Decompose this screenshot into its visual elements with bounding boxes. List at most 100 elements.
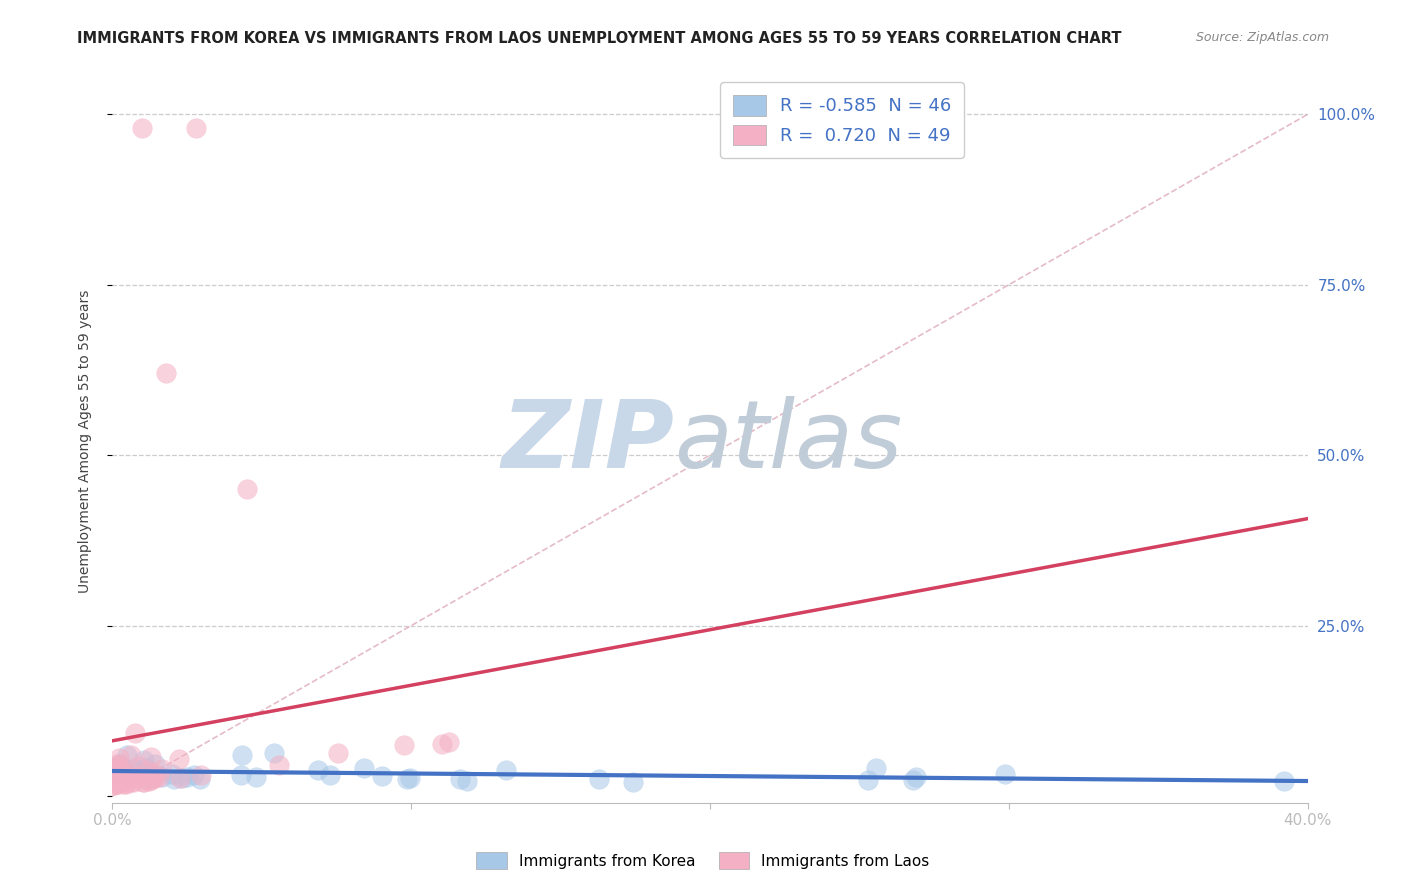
Point xyxy=(269,757,291,772)
Point xyxy=(392,738,415,752)
Point xyxy=(120,763,142,777)
Point xyxy=(105,765,128,780)
Point xyxy=(104,778,127,792)
Point xyxy=(190,768,212,782)
Point xyxy=(139,749,162,764)
Point xyxy=(904,770,927,784)
Point xyxy=(131,120,153,135)
Text: ZIP: ZIP xyxy=(502,395,675,488)
Point xyxy=(104,764,127,779)
Point xyxy=(139,768,162,782)
Point xyxy=(162,772,184,787)
Point xyxy=(118,766,141,780)
Point xyxy=(139,772,162,787)
Point xyxy=(135,763,157,777)
Point xyxy=(115,748,138,763)
Point xyxy=(495,763,517,777)
Point xyxy=(439,735,461,749)
Point xyxy=(456,773,478,788)
Point xyxy=(108,766,131,780)
Point xyxy=(160,767,183,781)
Point xyxy=(170,771,193,785)
Point xyxy=(105,764,128,778)
Point xyxy=(138,774,160,789)
Point xyxy=(150,770,173,784)
Point xyxy=(132,775,155,789)
Point xyxy=(108,756,131,771)
Point xyxy=(245,770,267,784)
Point xyxy=(188,772,211,786)
Point xyxy=(236,482,259,496)
Point xyxy=(430,737,453,751)
Text: atlas: atlas xyxy=(675,396,903,487)
Legend: Immigrants from Korea, Immigrants from Laos: Immigrants from Korea, Immigrants from L… xyxy=(470,846,936,875)
Point xyxy=(104,775,127,789)
Point xyxy=(148,770,170,784)
Point xyxy=(105,762,128,776)
Point xyxy=(319,768,342,782)
Point xyxy=(231,768,253,782)
Point xyxy=(131,775,153,789)
Point xyxy=(120,747,142,762)
Legend: R = -0.585  N = 46, R =  0.720  N = 49: R = -0.585 N = 46, R = 0.720 N = 49 xyxy=(720,82,965,158)
Point xyxy=(1272,774,1295,789)
Point xyxy=(169,752,191,766)
Point xyxy=(449,772,471,786)
Point xyxy=(176,770,198,784)
Point xyxy=(143,756,166,771)
Point xyxy=(150,762,173,776)
Point xyxy=(588,772,610,786)
Point xyxy=(139,768,162,782)
Point xyxy=(183,768,205,782)
Point xyxy=(132,753,155,767)
Point xyxy=(621,775,644,789)
Point xyxy=(326,746,349,760)
Y-axis label: Unemployment Among Ages 55 to 59 years: Unemployment Among Ages 55 to 59 years xyxy=(77,290,91,593)
Point xyxy=(307,763,329,777)
Point xyxy=(107,751,129,765)
Point xyxy=(117,772,139,787)
Point xyxy=(994,767,1017,781)
Point xyxy=(231,747,253,762)
Point xyxy=(107,757,129,772)
Point xyxy=(865,761,887,775)
Point xyxy=(901,772,924,787)
Point xyxy=(399,771,422,785)
Point xyxy=(114,776,136,790)
Point xyxy=(143,768,166,782)
Point xyxy=(104,760,127,774)
Point xyxy=(124,774,146,789)
Point xyxy=(120,775,142,789)
Point xyxy=(104,764,127,778)
Point xyxy=(105,777,128,791)
Point xyxy=(127,762,149,776)
Point xyxy=(186,120,208,135)
Point xyxy=(371,769,394,783)
Point xyxy=(112,777,135,791)
Point xyxy=(105,775,128,789)
Point xyxy=(263,746,285,760)
Point xyxy=(105,757,128,772)
Point xyxy=(155,367,177,381)
Point xyxy=(858,773,880,788)
Point xyxy=(114,776,136,790)
Point xyxy=(135,761,157,775)
Point xyxy=(141,771,163,785)
Point xyxy=(395,772,418,786)
Point xyxy=(169,771,191,785)
Point xyxy=(104,776,127,790)
Point xyxy=(122,767,145,781)
Point xyxy=(134,772,156,786)
Point xyxy=(141,770,163,784)
Point xyxy=(117,769,139,783)
Point xyxy=(127,759,149,773)
Point xyxy=(142,766,165,780)
Text: Source: ZipAtlas.com: Source: ZipAtlas.com xyxy=(1195,31,1329,45)
Point xyxy=(114,763,136,777)
Point xyxy=(127,770,149,784)
Point xyxy=(104,772,127,787)
Point xyxy=(104,769,127,783)
Point xyxy=(143,771,166,785)
Point xyxy=(124,726,146,740)
Point xyxy=(353,761,375,775)
